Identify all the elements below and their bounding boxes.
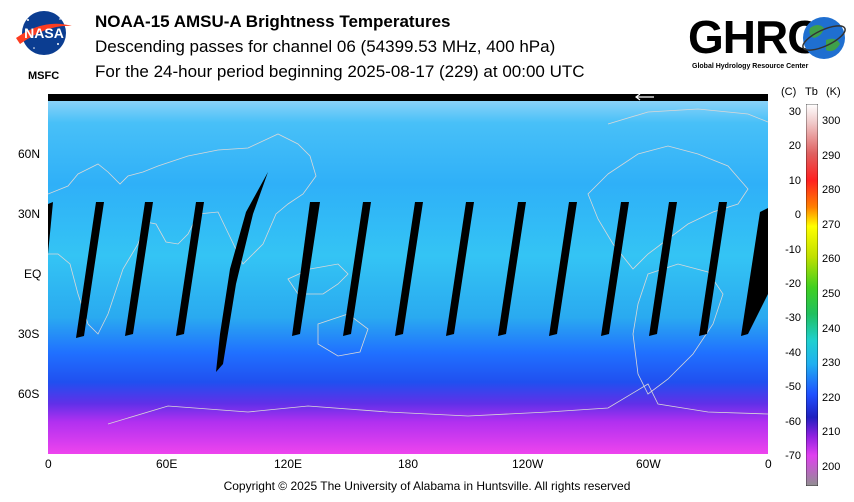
page-title: NOAA-15 AMSU-A Brightness Temperatures [95, 12, 451, 31]
lon-label-120e: 120E [274, 457, 303, 471]
colorbar-kelvin-tick: 280 [822, 184, 841, 197]
colorbar-celsius-tick: 10 [788, 174, 801, 187]
colorbar-celsius-tick: -10 [785, 243, 801, 256]
ghrc-logo-text: GHRC [688, 11, 820, 63]
colorbar-celsius-tick: -70 [785, 450, 801, 462]
colorbar-kelvin-tick: 230 [822, 357, 841, 370]
colorbar-celsius-tick: -40 [785, 346, 801, 359]
colorbar-kelvin-tick: 300 [822, 115, 841, 127]
colorbar-celsius-tick: 0 [794, 209, 801, 222]
lon-label-180: 180 [398, 457, 419, 471]
colorbar-kelvin-tick: 290 [822, 149, 841, 162]
ghrc-subtitle: Global Hydrology Resource Center [692, 63, 809, 70]
colorbar-kelvin-tick: 250 [822, 288, 841, 300]
colorbar [806, 104, 818, 486]
colorbar-celsius-unit: (C) [781, 86, 797, 98]
nasa-logo-text: NASA [24, 25, 64, 41]
brightness-temperature-map [48, 94, 768, 454]
globe-icon [802, 17, 846, 59]
nasa-logo-icon: NASA [16, 11, 72, 55]
colorbar-celsius-tick: -60 [785, 415, 801, 428]
colorbar-kelvin-unit: (K) [826, 86, 841, 98]
colorbar-tb-label: Tb [805, 86, 818, 98]
colorbar-kelvin-tick: 220 [822, 391, 841, 404]
lon-label-120w: 120W [512, 457, 544, 471]
colorbar-celsius-tick: -20 [785, 278, 801, 290]
lon-label-60e: 60E [156, 457, 178, 471]
lat-label-60n: 60N [18, 147, 41, 161]
page-subtitle: Descending passes for channel 06 (54399.… [95, 37, 556, 56]
colorbar-celsius-tick: -30 [785, 312, 801, 325]
colorbar-kelvin-tick: 270 [822, 218, 841, 231]
left-arrow-icon [635, 94, 654, 101]
lon-label-0-left: 0 [45, 457, 52, 471]
lat-label-60s: 60S [18, 387, 40, 401]
lat-label-30s: 30S [18, 327, 40, 341]
msfc-label: MSFC [28, 70, 60, 82]
colorbar-celsius-tick: 20 [788, 140, 801, 153]
colorbar-kelvin-tick: 200 [822, 461, 841, 473]
lon-label-0-right: 0 [765, 457, 772, 471]
copyright-notice: Copyright © 2025 The University of Alaba… [223, 479, 631, 493]
lon-label-60w: 60W [636, 457, 661, 471]
polar-gap-north [48, 94, 768, 101]
colorbar-celsius-tick: 30 [788, 106, 801, 118]
time-period: For the 24-hour period beginning 2025-08… [95, 62, 585, 81]
colorbar-kelvin-tick: 260 [822, 253, 841, 266]
colorbar-celsius-tick: -50 [785, 381, 801, 394]
colorbar-kelvin-tick: 210 [822, 426, 841, 439]
colorbar-kelvin-tick: 240 [822, 322, 841, 335]
lat-label-30n: 30N [18, 207, 41, 221]
swath-gaps [48, 172, 768, 372]
lat-label-eq: EQ [24, 267, 42, 281]
